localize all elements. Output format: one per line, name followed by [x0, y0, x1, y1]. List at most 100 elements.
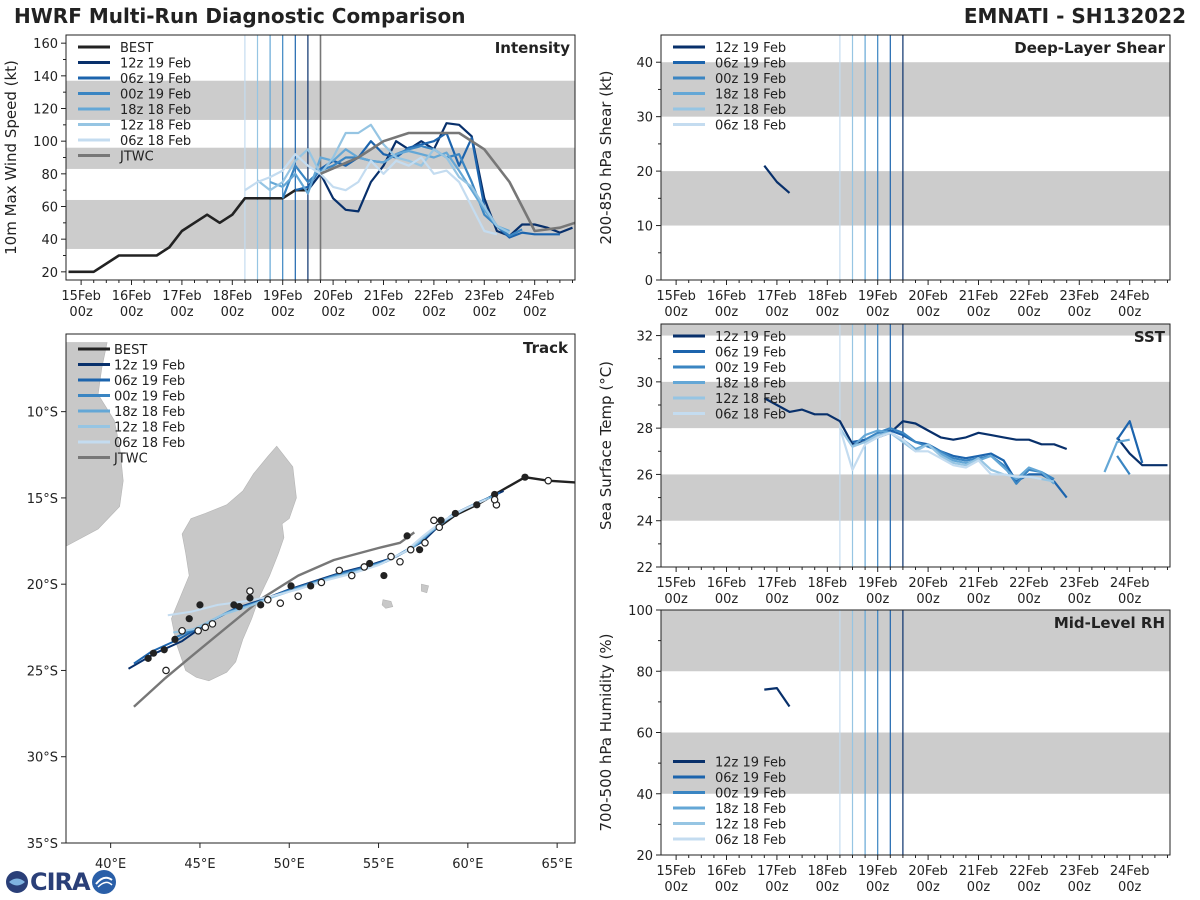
rh-line-12z-19-feb: [764, 687, 791, 708]
intensity-panel-title: Intensity: [495, 39, 571, 57]
track-line-jtwc: [133, 531, 416, 708]
rh-panel: 2040608010015Feb00z16Feb00z17Feb00z18Feb…: [597, 604, 1171, 895]
sst-line-18z-18-feb: [851, 429, 1130, 485]
track-marker-filled: [380, 571, 388, 580]
rh-xtick-sublabel-0: 00z: [664, 880, 688, 895]
shear-xtick-sublabel-3: 00z: [816, 305, 840, 320]
track-marker-filled: [366, 559, 374, 568]
track-marker-open: [264, 595, 272, 604]
intensity-xtick-label-5: 20Feb: [313, 289, 353, 304]
intensity-xtick-sublabel-9: 00z: [523, 305, 547, 320]
track-legend-label-7: JTWC: [113, 452, 148, 467]
track-marker-filled: [416, 546, 424, 554]
track-xtick-label-5: 65°E: [542, 857, 573, 872]
track-content: [66, 342, 575, 708]
sst-xtick-sublabel-7: 00z: [1017, 592, 1041, 607]
shear-legend-label-5: 06z 18 Feb: [715, 119, 786, 134]
sst-xtick-label-2: 17Feb: [757, 576, 797, 591]
sst-legend-label-5: 06z 18 Feb: [715, 408, 786, 423]
sst-ytick-label-0: 22: [636, 561, 653, 576]
rh-panel-title: Mid-Level RH: [1054, 614, 1165, 632]
shear-xtick-label-2: 17Feb: [757, 289, 797, 304]
sst-legend-label-0: 12z 19 Feb: [715, 330, 786, 345]
sst-line-12z-19-feb: [763, 397, 1168, 467]
intensity-xtick-sublabel-6: 00z: [372, 305, 396, 320]
rh-ylabel: 700-500 hPa Humidity (%): [597, 633, 615, 831]
rh-legend-label-2: 00z 19 Feb: [715, 787, 786, 802]
rh-ytick-label-4: 100: [628, 604, 653, 619]
track-xtick-label-0: 40°E: [95, 857, 126, 872]
shear-xtick-sublabel-1: 00z: [715, 305, 739, 320]
sst-xtick-label-1: 16Feb: [707, 576, 747, 591]
track-xtick-label-2: 50°E: [274, 857, 305, 872]
track-marker-open: [347, 571, 356, 580]
shear-legend-label-0: 12z 19 Feb: [715, 41, 786, 56]
storm-swirl-icon: [91, 870, 116, 894]
shear-series-group: [763, 165, 791, 194]
shear-xtick-label-9: 24Feb: [1110, 289, 1150, 304]
intensity-legend-label-5: 12z 18 Feb: [120, 119, 191, 134]
sst-ytick-label-1: 24: [636, 515, 653, 530]
track-xtick-label-1: 45°E: [184, 857, 215, 872]
track-marker-filled: [196, 601, 204, 609]
globe-icon: [6, 871, 28, 893]
track-marker-open: [396, 557, 404, 566]
track-marker-filled: [451, 509, 459, 518]
track-xtick-label-3: 55°E: [363, 857, 394, 872]
shear-xtick-label-4: 19Feb: [858, 289, 898, 304]
track-frame: [65, 333, 576, 844]
intensity-ytick-label-3: 80: [41, 168, 58, 183]
track-marker-filled: [491, 490, 499, 499]
rh-ytick-label-2: 60: [636, 727, 653, 742]
intensity-line-06z-19-feb: [295, 131, 560, 239]
intensity-legend-label-7: JTWC: [119, 150, 154, 165]
sst-panel: 22242628303215Feb00z16Feb00z17Feb00z18Fe…: [597, 323, 1171, 607]
sst-xtick-sublabel-0: 00z: [664, 592, 688, 607]
rh-xtick-label-8: 23Feb: [1060, 864, 1100, 879]
sst-xtick-label-8: 23Feb: [1060, 576, 1100, 591]
intensity-line-jtwc: [319, 131, 575, 233]
track-marker-open: [276, 599, 285, 607]
track-marker-open: [421, 538, 429, 547]
intensity-xtick-sublabel-5: 00z: [321, 305, 345, 320]
sst-xtick-label-4: 19Feb: [858, 576, 898, 591]
intensity-xtick-label-4: 19Feb: [263, 289, 303, 304]
intensity-xtick-sublabel-7: 00z: [422, 305, 446, 320]
shear-legend-label-3: 18z 18 Feb: [715, 88, 786, 103]
track-marker-open: [406, 545, 415, 554]
sst-band-2: [661, 324, 1170, 336]
sst-xtick-sublabel-8: 00z: [1068, 592, 1092, 607]
storm-id-title: EMNATI - SH132022: [963, 4, 1186, 28]
intensity-legend-label-0: BEST: [120, 41, 153, 56]
shear-xtick-label-7: 22Feb: [1009, 289, 1049, 304]
intensity-legend-label-1: 12z 19 Feb: [120, 57, 191, 72]
track-marker-filled: [246, 594, 254, 602]
track-marker-filled: [149, 649, 158, 657]
sst-line-06z-19-feb: [852, 420, 1144, 499]
intensity-ytick-label-0: 20: [41, 266, 58, 281]
rh-xtick-label-9: 24Feb: [1110, 864, 1150, 879]
track-marker-filled: [473, 501, 481, 509]
rh-xtick-sublabel-7: 00z: [1017, 880, 1041, 895]
shear-xtick-sublabel-4: 00z: [866, 305, 890, 320]
rh-legend-label-1: 06z 19 Feb: [715, 771, 786, 786]
intensity-xtick-label-6: 21Feb: [364, 289, 404, 304]
sst-band-0: [661, 474, 1170, 521]
track-marker-open: [430, 516, 438, 525]
shear-xtick-sublabel-0: 00z: [664, 305, 688, 320]
rh-ytick-label-1: 40: [636, 788, 653, 803]
sst-panel-title: SST: [1134, 328, 1166, 346]
rh-xtick-sublabel-6: 00z: [967, 880, 991, 895]
rh-xtick-label-5: 20Feb: [908, 864, 948, 879]
track-marker-filled: [287, 582, 295, 590]
shear-xtick-sublabel-9: 00z: [1118, 305, 1142, 320]
shear-xtick-label-0: 15Feb: [656, 289, 696, 304]
intensity-ytick-label-5: 120: [33, 103, 58, 118]
sst-xtick-label-9: 24Feb: [1110, 576, 1150, 591]
intensity-xtick-sublabel-8: 00z: [473, 305, 497, 320]
shear-ytick-label-4: 40: [636, 56, 653, 71]
sst-series-group: [763, 397, 1168, 499]
shear-xtick-sublabel-2: 00z: [765, 305, 789, 320]
intensity-line-18z-18-feb: [269, 148, 510, 233]
track-marker-open: [246, 587, 254, 595]
